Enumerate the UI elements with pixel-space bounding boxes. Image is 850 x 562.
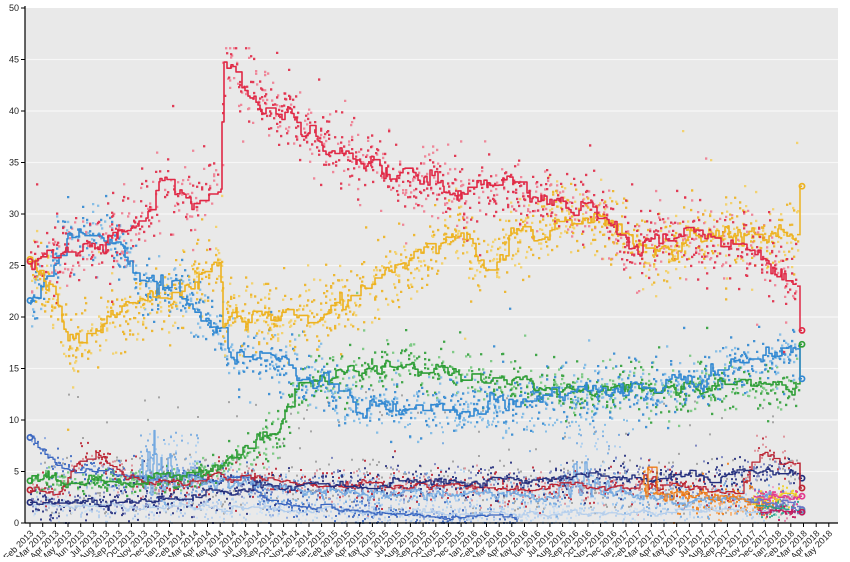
svg-text:45: 45 [9,55,19,65]
svg-text:50: 50 [9,3,19,13]
svg-text:15: 15 [9,364,19,374]
svg-text:20: 20 [9,312,19,322]
svg-text:40: 40 [9,106,19,116]
svg-text:30: 30 [9,209,19,219]
svg-text:10: 10 [9,415,19,425]
svg-text:25: 25 [9,261,19,271]
svg-text:5: 5 [14,467,19,477]
svg-text:0: 0 [14,518,19,528]
svg-text:35: 35 [9,158,19,168]
